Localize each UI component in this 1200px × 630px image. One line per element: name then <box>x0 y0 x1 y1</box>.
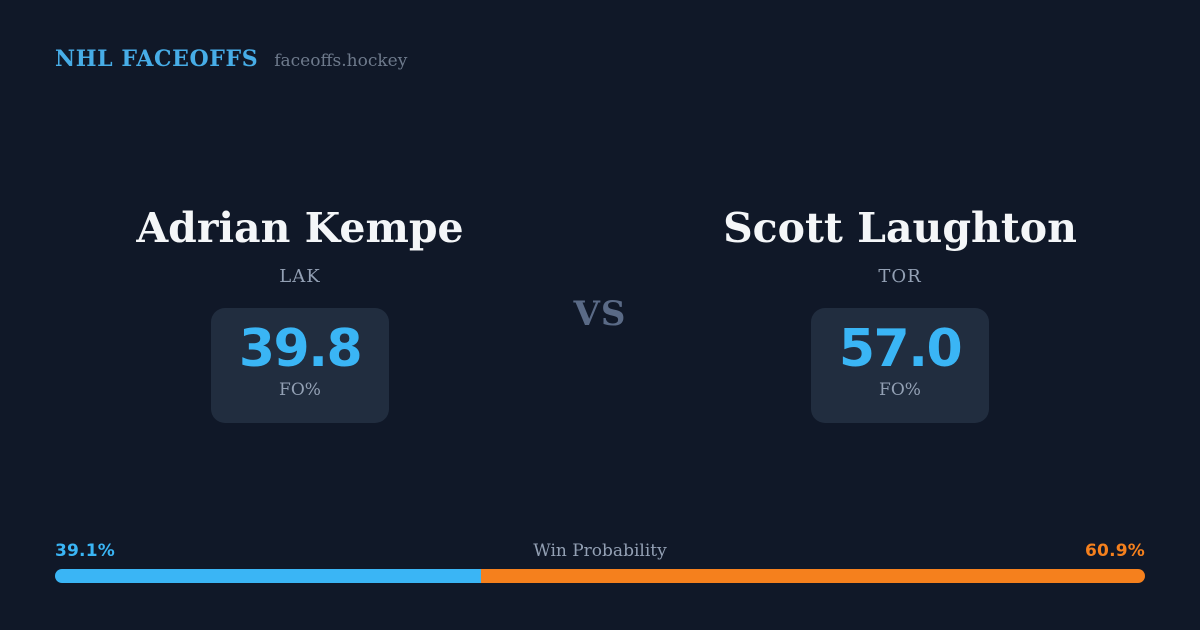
win-probability-left-pct: 39.1% <box>55 541 115 561</box>
header: NHL FACEOFFS faceoffs.hockey <box>55 46 407 72</box>
stat-label-left: FO% <box>279 380 321 401</box>
player-name-right: Scott Laughton <box>723 204 1077 252</box>
brand-title: NHL FACEOFFS <box>55 46 259 72</box>
win-probability-title: Win Probability <box>533 541 667 561</box>
win-bar-left-segment <box>55 569 482 583</box>
stat-label-right: FO% <box>879 380 921 401</box>
player-team-left: LAK <box>279 266 321 288</box>
site-url: faceoffs.hockey <box>274 51 408 71</box>
win-probability-bar <box>55 569 1145 583</box>
stat-box-right: 57.0 FO% <box>811 308 989 424</box>
player-card-right: Scott Laughton TOR 57.0 FO% <box>700 204 1100 424</box>
stat-box-left: 39.8 FO% <box>211 308 389 424</box>
win-probability-right-pct: 60.9% <box>1085 541 1145 561</box>
vs-label: VS <box>573 294 627 334</box>
player-team-right: TOR <box>878 266 922 288</box>
player-card-left: Adrian Kempe LAK 39.8 FO% <box>100 204 500 424</box>
stat-value-right: 57.0 <box>838 319 963 380</box>
win-bar-right-segment <box>481 569 1145 583</box>
player-name-left: Adrian Kempe <box>136 204 464 252</box>
stat-value-left: 39.8 <box>238 319 363 380</box>
